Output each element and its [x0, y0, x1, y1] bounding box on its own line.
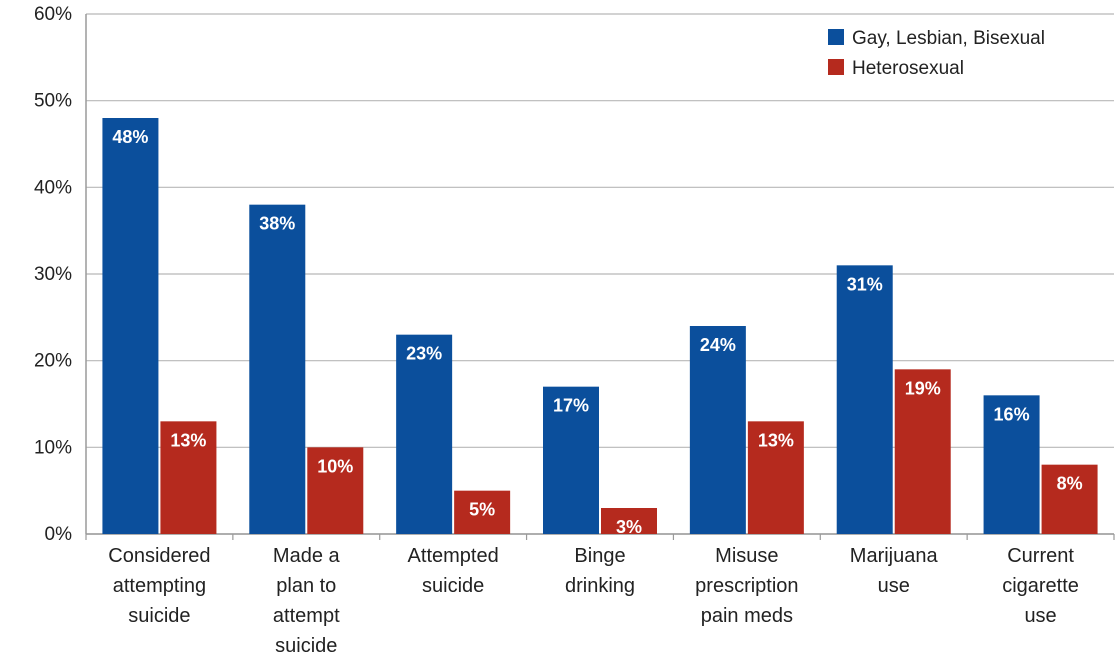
x-tick-label-line: prescription — [695, 575, 798, 597]
x-tick-label-line: Current — [1007, 545, 1074, 567]
data-label: 24% — [700, 335, 736, 355]
bar-heterosexual — [454, 490, 511, 534]
bar-glb — [543, 386, 599, 534]
data-label: 8% — [1057, 474, 1083, 494]
legend-swatch — [828, 29, 844, 45]
bar-glb — [396, 334, 453, 534]
data-label: 16% — [994, 404, 1030, 424]
x-tick-label-line: Attempted — [408, 545, 499, 567]
bar-heterosexual — [747, 421, 804, 534]
data-label: 3% — [616, 517, 642, 537]
bar-glb — [689, 326, 746, 534]
x-tick-label-line: use — [1024, 605, 1056, 627]
bar-heterosexual — [307, 447, 364, 534]
x-tick-label-line: Marijuana — [850, 545, 939, 567]
bar-heterosexual — [160, 421, 217, 534]
x-tick-label: Marijuana use — [850, 545, 939, 597]
bar-glb — [983, 395, 1040, 534]
y-tick-label: 40% — [34, 177, 72, 198]
x-tick-label-line: Considered — [108, 545, 210, 567]
x-tick-label-line: cigarette — [1002, 575, 1079, 597]
data-label: 17% — [553, 396, 589, 416]
y-tick-label: 60% — [34, 4, 72, 25]
x-tick-label-line: Binge — [574, 545, 625, 567]
x-tick-label-line: use — [878, 575, 910, 597]
data-label: 38% — [259, 214, 295, 234]
legend-label: Heterosexual — [852, 58, 964, 79]
data-label: 13% — [758, 430, 794, 450]
x-tick-label-line: pain meds — [701, 605, 793, 627]
x-tick-label: Made a plan to attempt suicide — [273, 545, 341, 657]
x-tick-label: Binge drinking — [565, 545, 635, 597]
y-tick-label: 0% — [45, 524, 73, 545]
x-tick-label-line: Misuse — [715, 545, 778, 567]
x-tick-label-line: Made a — [273, 545, 341, 567]
data-label: 23% — [406, 344, 442, 364]
bar-heterosexual — [894, 369, 951, 534]
legend-swatch — [828, 59, 844, 75]
x-tick-label-line: suicide — [128, 605, 190, 627]
x-tick-label: Current cigarette use — [1002, 545, 1079, 627]
x-tick-label-line: plan to — [276, 575, 336, 597]
x-tick-label-line: attempting — [113, 575, 206, 597]
legend-label: Gay, Lesbian, Bisexual — [852, 28, 1045, 49]
data-label: 10% — [317, 456, 353, 476]
x-tick-label-line: attempt — [273, 605, 340, 627]
y-tick-label: 30% — [34, 264, 72, 285]
x-tick-label: Attempted suicide — [408, 545, 499, 597]
bar-glb — [249, 204, 306, 534]
data-label: 48% — [112, 127, 148, 147]
x-tick-label: Misuse prescription pain meds — [695, 545, 798, 627]
x-tick-label-line: suicide — [422, 575, 484, 597]
data-label: 31% — [847, 274, 883, 294]
bar-glb — [102, 118, 159, 534]
x-tick-label-line: suicide — [275, 635, 337, 657]
x-tick-label: Considered attempting suicide — [108, 545, 210, 627]
bar-heterosexual — [1041, 464, 1098, 534]
bar-heterosexual — [601, 508, 657, 534]
data-label: 13% — [170, 430, 206, 450]
y-tick-label: 20% — [34, 351, 72, 372]
y-tick-label: 50% — [34, 91, 72, 112]
y-tick-label: 10% — [34, 437, 72, 458]
data-label: 5% — [469, 500, 495, 520]
bar-glb — [836, 265, 893, 534]
x-tick-label-line: drinking — [565, 575, 635, 597]
data-label: 19% — [905, 378, 941, 398]
